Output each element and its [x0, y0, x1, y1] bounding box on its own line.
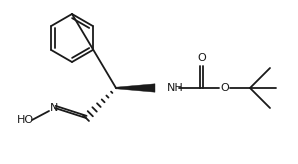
Polygon shape [116, 84, 155, 92]
Text: HO: HO [16, 115, 34, 125]
Text: O: O [221, 83, 229, 93]
Text: N: N [50, 103, 58, 113]
Text: NH: NH [167, 83, 184, 93]
Text: O: O [197, 53, 206, 63]
